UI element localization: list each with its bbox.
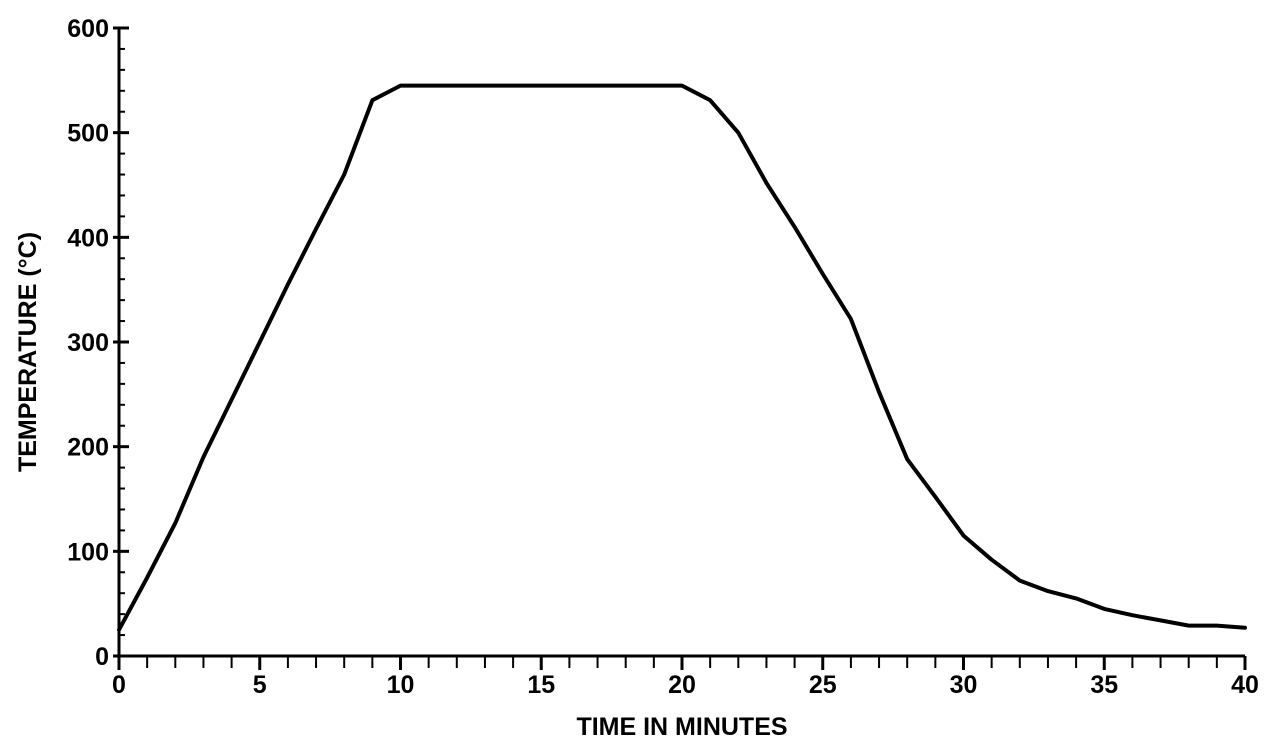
y-tick-label: 600 xyxy=(67,15,109,43)
temperature-line xyxy=(117,83,1247,632)
x-tick-label: 25 xyxy=(809,671,837,699)
tick-labels: 0 100 200 300 400 500 600 0 5 10 15 20 25 30 35 40 xyxy=(67,15,1259,699)
y-tick-label: 100 xyxy=(67,538,109,566)
x-tick-label: 35 xyxy=(1090,671,1118,699)
y-tick-label: 500 xyxy=(67,120,109,148)
x-tick-label: 20 xyxy=(668,671,696,699)
x-tick-label: 10 xyxy=(387,671,415,699)
x-tick-label: 5 xyxy=(253,671,267,699)
ticks xyxy=(113,26,1247,670)
x-tick-label: 15 xyxy=(527,671,555,699)
y-tick-label: 400 xyxy=(67,224,109,252)
y-tick-label: 0 xyxy=(95,643,109,671)
x-axis-title: TIME IN MINUTES xyxy=(576,713,787,741)
x-tick-label: 40 xyxy=(1231,671,1259,699)
y-tick-label: 200 xyxy=(67,434,109,462)
x-tick-label: 30 xyxy=(950,671,978,699)
axes xyxy=(117,28,1245,658)
y-axis-title: TEMPERATURE (°C) xyxy=(14,232,42,472)
x-tick-label: 0 xyxy=(112,671,126,699)
series-layer xyxy=(117,83,1247,632)
y-tick-label: 300 xyxy=(67,329,109,357)
